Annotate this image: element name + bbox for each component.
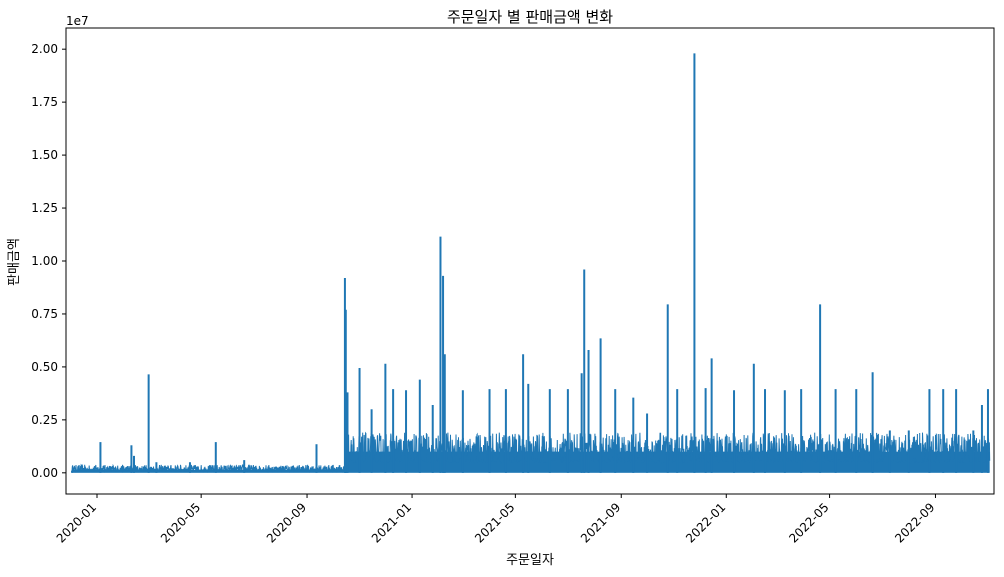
y-tick-label: 0.00 — [31, 466, 58, 480]
y-tick-label: 0.50 — [31, 360, 58, 374]
x-tick-label: 2021-01 — [369, 500, 414, 545]
y-tick-label: 1.00 — [31, 254, 58, 268]
y-axis-multiplier: 1e7 — [66, 14, 89, 28]
y-tick-label: 1.75 — [31, 95, 58, 109]
x-tick-label: 2020-09 — [264, 500, 309, 545]
x-tick-label: 2021-09 — [578, 500, 623, 545]
x-tick-label: 2022-01 — [683, 500, 728, 545]
x-axis-label: 주문일자 — [506, 553, 554, 568]
plot-frame — [65, 27, 995, 495]
y-tick-label: 0.75 — [31, 307, 58, 321]
x-tick-label: 2020-01 — [54, 500, 99, 545]
series-line — [71, 431, 991, 474]
x-tick-label: 2022-09 — [892, 500, 937, 545]
x-axis: 2020-01 2020-05 2020-09 2021-01 2021-05 2021-… — [54, 494, 938, 546]
y-tick-label: 1.25 — [31, 201, 58, 215]
y-axis: 0.00 0.25 0.50 0.75 1.00 1.25 1.50 1.75 2.00 — [31, 42, 66, 480]
x-tick-label: 2020-05 — [158, 500, 203, 545]
chart-title: 주문일자 별 판매금액 변화 — [447, 8, 613, 26]
x-tick-label: 2021-05 — [472, 500, 517, 545]
plot-line — [71, 53, 991, 474]
x-tick-label: 2022-05 — [786, 500, 831, 545]
y-axis-label: 판매금액 — [7, 238, 22, 286]
y-tick-label: 1.50 — [31, 148, 58, 162]
y-tick-label: 0.25 — [31, 413, 58, 427]
y-tick-label: 2.00 — [31, 42, 58, 56]
